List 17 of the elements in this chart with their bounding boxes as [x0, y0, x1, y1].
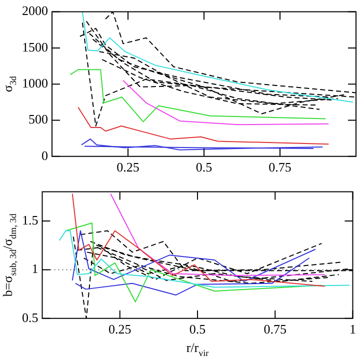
y-tick-label: 0.5: [22, 310, 38, 325]
x-tick-label: 0.75: [268, 160, 292, 175]
y-tick-label: 500: [28, 112, 48, 127]
y-axis-title: σ3d: [0, 76, 18, 92]
y-tick-label: 1.5: [22, 212, 38, 228]
x-tick-label: 0.25: [108, 322, 132, 337]
x-tick-label: 0.5: [189, 322, 206, 337]
y-tick-label: 0: [42, 148, 48, 163]
y-tick-label: 1: [32, 261, 38, 276]
y-tick-label: 1500: [22, 39, 48, 54]
y-axis-title: b=σsub, 3d/σdm, 3d: [0, 213, 18, 297]
x-tick-label: 0.75: [264, 322, 286, 337]
y-tick-label: 1000: [22, 76, 48, 91]
x-tick-label: 1: [350, 322, 356, 337]
x-tick-label: 0.25: [116, 160, 140, 175]
x-tick-label: 0.5: [196, 160, 212, 175]
y-tick-label: 2000: [22, 3, 48, 18]
